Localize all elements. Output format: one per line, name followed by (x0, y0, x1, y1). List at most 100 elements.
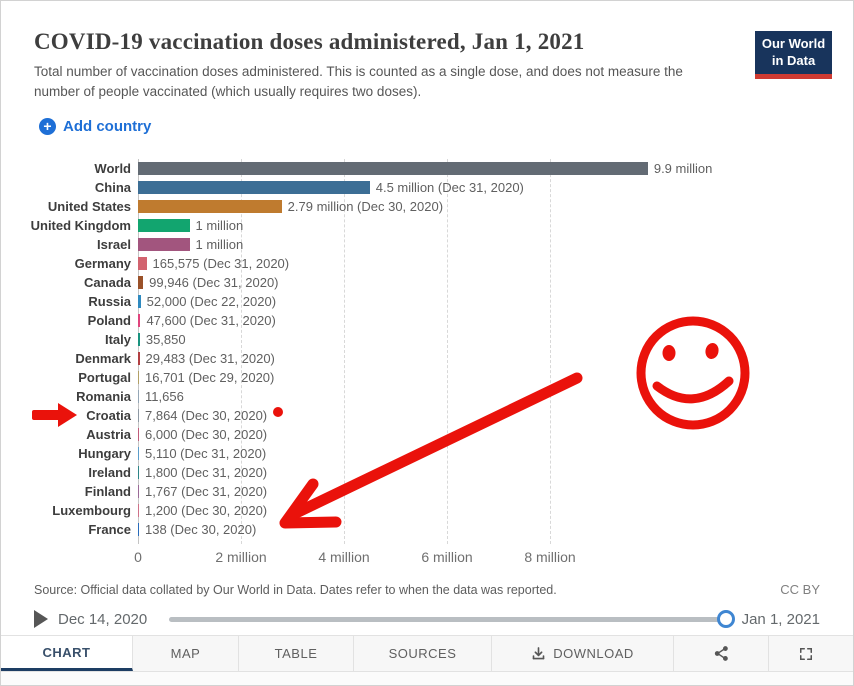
page-title: COVID-19 vaccination doses administered,… (34, 29, 585, 54)
bar-value-label: 4.5 million (Dec 31, 2020) (375, 180, 524, 195)
bar[interactable] (138, 447, 139, 460)
timeline-end-date: Jan 1, 2021 (741, 610, 820, 628)
bar-value-label: 47,600 (Dec 31, 2020) (146, 313, 276, 328)
chart-bar-row: Portugal 16,701 (Dec 29, 2020) (1, 368, 853, 387)
bar[interactable] (138, 504, 139, 517)
country-label[interactable]: Portugal (78, 370, 131, 385)
tab-chart[interactable]: CHART (1, 636, 133, 671)
bar[interactable] (138, 390, 139, 403)
share-button[interactable] (674, 636, 769, 671)
bar[interactable] (138, 181, 370, 194)
timeline: Dec 14, 2020 Jan 1, 2021 (34, 607, 820, 631)
footer: CHART MAP TABLE SOURCES DOWNLOAD (1, 635, 853, 685)
add-country-button[interactable]: + Add country (39, 118, 151, 135)
bar-value-label: 29,483 (Dec 31, 2020) (145, 351, 275, 366)
country-label[interactable]: Russia (88, 294, 131, 309)
bar[interactable] (138, 523, 139, 536)
country-label[interactable]: Germany (74, 256, 131, 271)
bar-value-label: 1,767 (Dec 31, 2020) (145, 484, 268, 499)
bar-value-label: 1 million (195, 237, 244, 252)
tab-bar: CHART MAP TABLE SOURCES DOWNLOAD (1, 635, 853, 672)
owid-logo[interactable]: Our World in Data (755, 31, 832, 79)
x-axis-tick: 0 (134, 549, 142, 565)
logo-line1: Our World (761, 36, 826, 52)
tab-download-label: DOWNLOAD (553, 646, 634, 661)
country-label[interactable]: Denmark (75, 351, 131, 366)
bar-value-label: 165,575 (Dec 31, 2020) (152, 256, 290, 271)
country-label[interactable]: Luxembourg (52, 503, 131, 518)
bar[interactable] (138, 276, 144, 289)
gridline (447, 159, 448, 544)
fullscreen-button[interactable] (769, 636, 842, 671)
fullscreen-icon (799, 647, 813, 661)
chart-bar-row: United States 2.79 million (Dec 30, 2020… (1, 197, 853, 216)
tab-table-label: TABLE (274, 646, 318, 661)
country-label[interactable]: Austria (86, 427, 131, 442)
bar-value-label: 138 (Dec 30, 2020) (145, 522, 257, 537)
bar-value-label: 6,000 (Dec 30, 2020) (145, 427, 268, 442)
bar[interactable] (138, 219, 190, 232)
country-label[interactable]: Italy (104, 332, 131, 347)
bar[interactable] (138, 352, 140, 365)
x-axis-tick: 6 million (421, 549, 473, 565)
bar[interactable] (138, 238, 190, 251)
chart-bar-row: Austria 6,000 (Dec 30, 2020) (1, 425, 853, 444)
tab-map[interactable]: MAP (133, 636, 239, 671)
country-label[interactable]: United States (47, 199, 131, 214)
license-link[interactable]: CC BY (780, 582, 820, 597)
country-label[interactable]: France (88, 522, 131, 537)
chart-bar-row: Finland 1,767 (Dec 31, 2020) (1, 482, 853, 501)
country-label[interactable]: Croatia (86, 408, 131, 423)
bar[interactable] (138, 409, 139, 422)
chart-bar-row: Canada 99,946 (Dec 31, 2020) (1, 273, 853, 292)
gridline (138, 159, 139, 544)
chart-bar-row: Luxembourg 1,200 (Dec 30, 2020) (1, 501, 853, 520)
country-label[interactable]: China (94, 180, 131, 195)
chart-bar-row: Russia 52,000 (Dec 22, 2020) (1, 292, 853, 311)
timeline-start-date: Dec 14, 2020 (58, 610, 148, 628)
timeline-slider-handle[interactable] (716, 609, 735, 628)
bar[interactable] (138, 466, 139, 479)
chart-bar-row: Denmark 29,483 (Dec 31, 2020) (1, 349, 853, 368)
country-label[interactable]: Israel (97, 237, 131, 252)
bar[interactable] (138, 200, 282, 213)
tab-sources[interactable]: SOURCES (354, 636, 492, 671)
bar[interactable] (138, 314, 141, 327)
chart-bar-row: Israel 1 million (1, 235, 853, 254)
bar[interactable] (138, 295, 141, 308)
share-icon (713, 645, 730, 662)
bar[interactable] (138, 428, 139, 441)
play-button[interactable] (34, 610, 48, 628)
country-label[interactable]: Canada (84, 275, 131, 290)
download-icon (531, 646, 546, 661)
bar-value-label: 1 million (195, 218, 244, 233)
bar[interactable] (138, 333, 140, 346)
bar-value-label: 99,946 (Dec 31, 2020) (149, 275, 279, 290)
gridline (241, 159, 242, 544)
x-axis-tick: 8 million (524, 549, 576, 565)
chart-bar-row: Romania 11,656 (1, 387, 853, 406)
bar-value-label: 11,656 (145, 389, 184, 404)
chart-bar-row: World 9.9 million (1, 159, 853, 178)
country-label[interactable]: Hungary (78, 446, 131, 461)
logo-line2: in Data (771, 52, 816, 68)
country-label[interactable]: United Kingdom (30, 218, 131, 233)
country-label[interactable]: Ireland (88, 465, 131, 480)
country-label[interactable]: Romania (76, 389, 131, 404)
timeline-slider[interactable] (169, 609, 735, 628)
chart-bar-row: Hungary 5,110 (Dec 31, 2020) (1, 444, 853, 463)
tab-download[interactable]: DOWNLOAD (492, 636, 674, 671)
bar-value-label: 1,200 (Dec 30, 2020) (145, 503, 268, 518)
bar[interactable] (138, 257, 147, 270)
country-label[interactable]: Finland (84, 484, 131, 499)
tab-sources-label: SOURCES (388, 646, 457, 661)
bar[interactable] (138, 162, 648, 175)
tab-table[interactable]: TABLE (239, 636, 354, 671)
chart-bar-row: China 4.5 million (Dec 31, 2020) (1, 178, 853, 197)
bar[interactable] (138, 485, 139, 498)
header: COVID-19 vaccination doses administered,… (34, 29, 733, 103)
country-label[interactable]: Poland (87, 313, 131, 328)
bar-value-label: 2.79 million (Dec 30, 2020) (287, 199, 444, 214)
bar[interactable] (138, 371, 139, 384)
country-label[interactable]: World (94, 161, 131, 176)
